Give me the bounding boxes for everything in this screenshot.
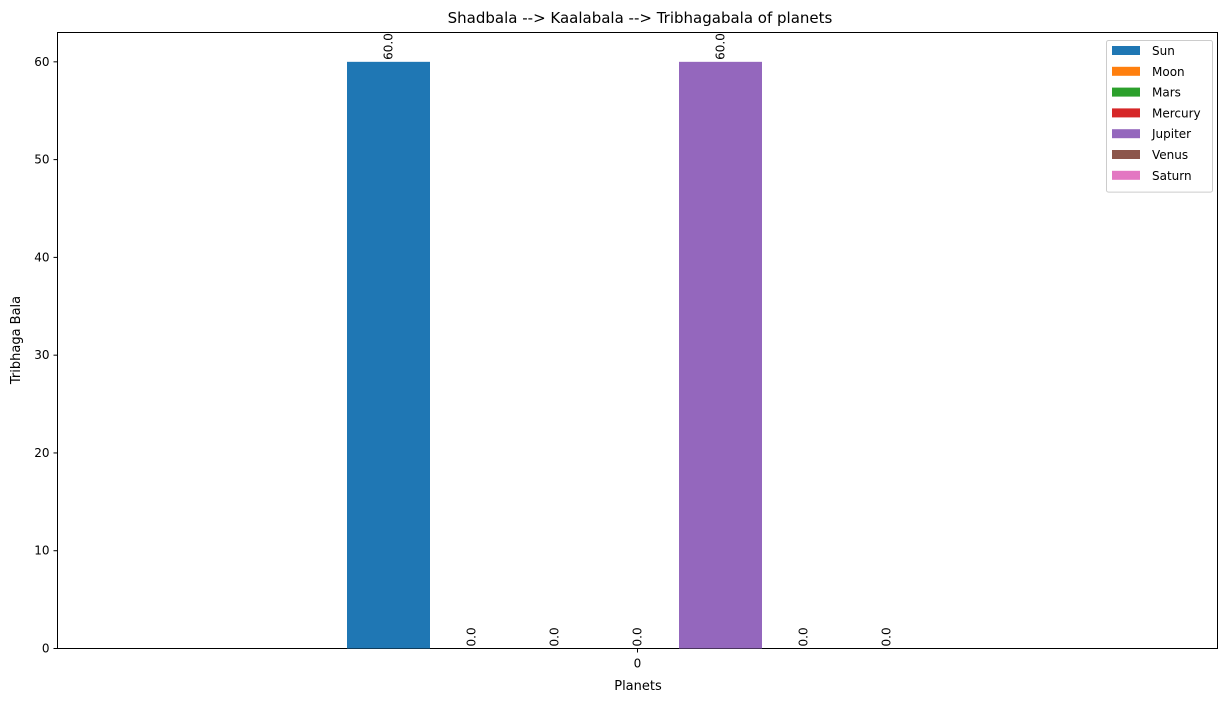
legend-label-mars: Mars — [1152, 86, 1181, 100]
data-label-saturn: 0.0 — [880, 627, 894, 646]
legend-swatch-mars — [1112, 87, 1140, 97]
data-label-venus: 0.0 — [797, 627, 811, 646]
chart-title: Shadbala --> Kaalabala --> Tribhagabala … — [448, 9, 833, 27]
x-axis-label: Planets — [614, 679, 662, 694]
data-label-sun: 60.0 — [382, 33, 396, 60]
legend-label-mercury: Mercury — [1152, 106, 1201, 120]
x-axis: 0 — [634, 648, 642, 671]
legend-label-sun: Sun — [1152, 44, 1175, 58]
y-tick-label: 30 — [34, 348, 49, 362]
legend-swatch-venus — [1112, 150, 1140, 159]
bar-jupiter — [679, 61, 762, 649]
bars-group — [347, 61, 762, 649]
legend-label-venus: Venus — [1152, 148, 1188, 162]
y-tick-label: 50 — [34, 153, 49, 167]
legend-swatch-sun — [1112, 46, 1140, 55]
y-tick-label: 0 — [42, 642, 50, 656]
x-tick-label: 0 — [634, 657, 642, 671]
y-axis-label: Tribhaga Bala — [9, 296, 24, 385]
y-tick-label: 20 — [34, 446, 49, 460]
legend-label-moon: Moon — [1152, 65, 1185, 79]
legend-swatch-moon — [1112, 66, 1140, 76]
data-label-jupiter: 60.0 — [714, 33, 728, 60]
legend-label-saturn: Saturn — [1152, 169, 1192, 183]
plot-frame — [57, 32, 1218, 649]
data-label-moon: 0.0 — [465, 627, 479, 646]
data-label-mars: 0.0 — [548, 627, 562, 646]
legend-swatch-saturn — [1112, 170, 1140, 180]
y-axis: 0 10 20 30 40 50 60 — [34, 55, 58, 656]
y-tick-label: 40 — [34, 250, 49, 264]
legend-swatch-jupiter — [1112, 129, 1140, 139]
bar-sun — [347, 61, 430, 649]
legend-label-jupiter: Jupiter — [1151, 127, 1191, 141]
y-tick-label: 10 — [34, 544, 49, 558]
data-label-mercury: 0.0 — [631, 627, 645, 646]
legend-swatch-mercury — [1112, 108, 1140, 118]
legend: Sun Moon Mars Mercury Jupiter Venus Saturn — [1106, 40, 1213, 193]
y-tick-label: 60 — [34, 55, 49, 69]
data-labels-group: 60.0 0.0 0.0 0.0 60.0 0.0 0.0 — [382, 33, 894, 646]
